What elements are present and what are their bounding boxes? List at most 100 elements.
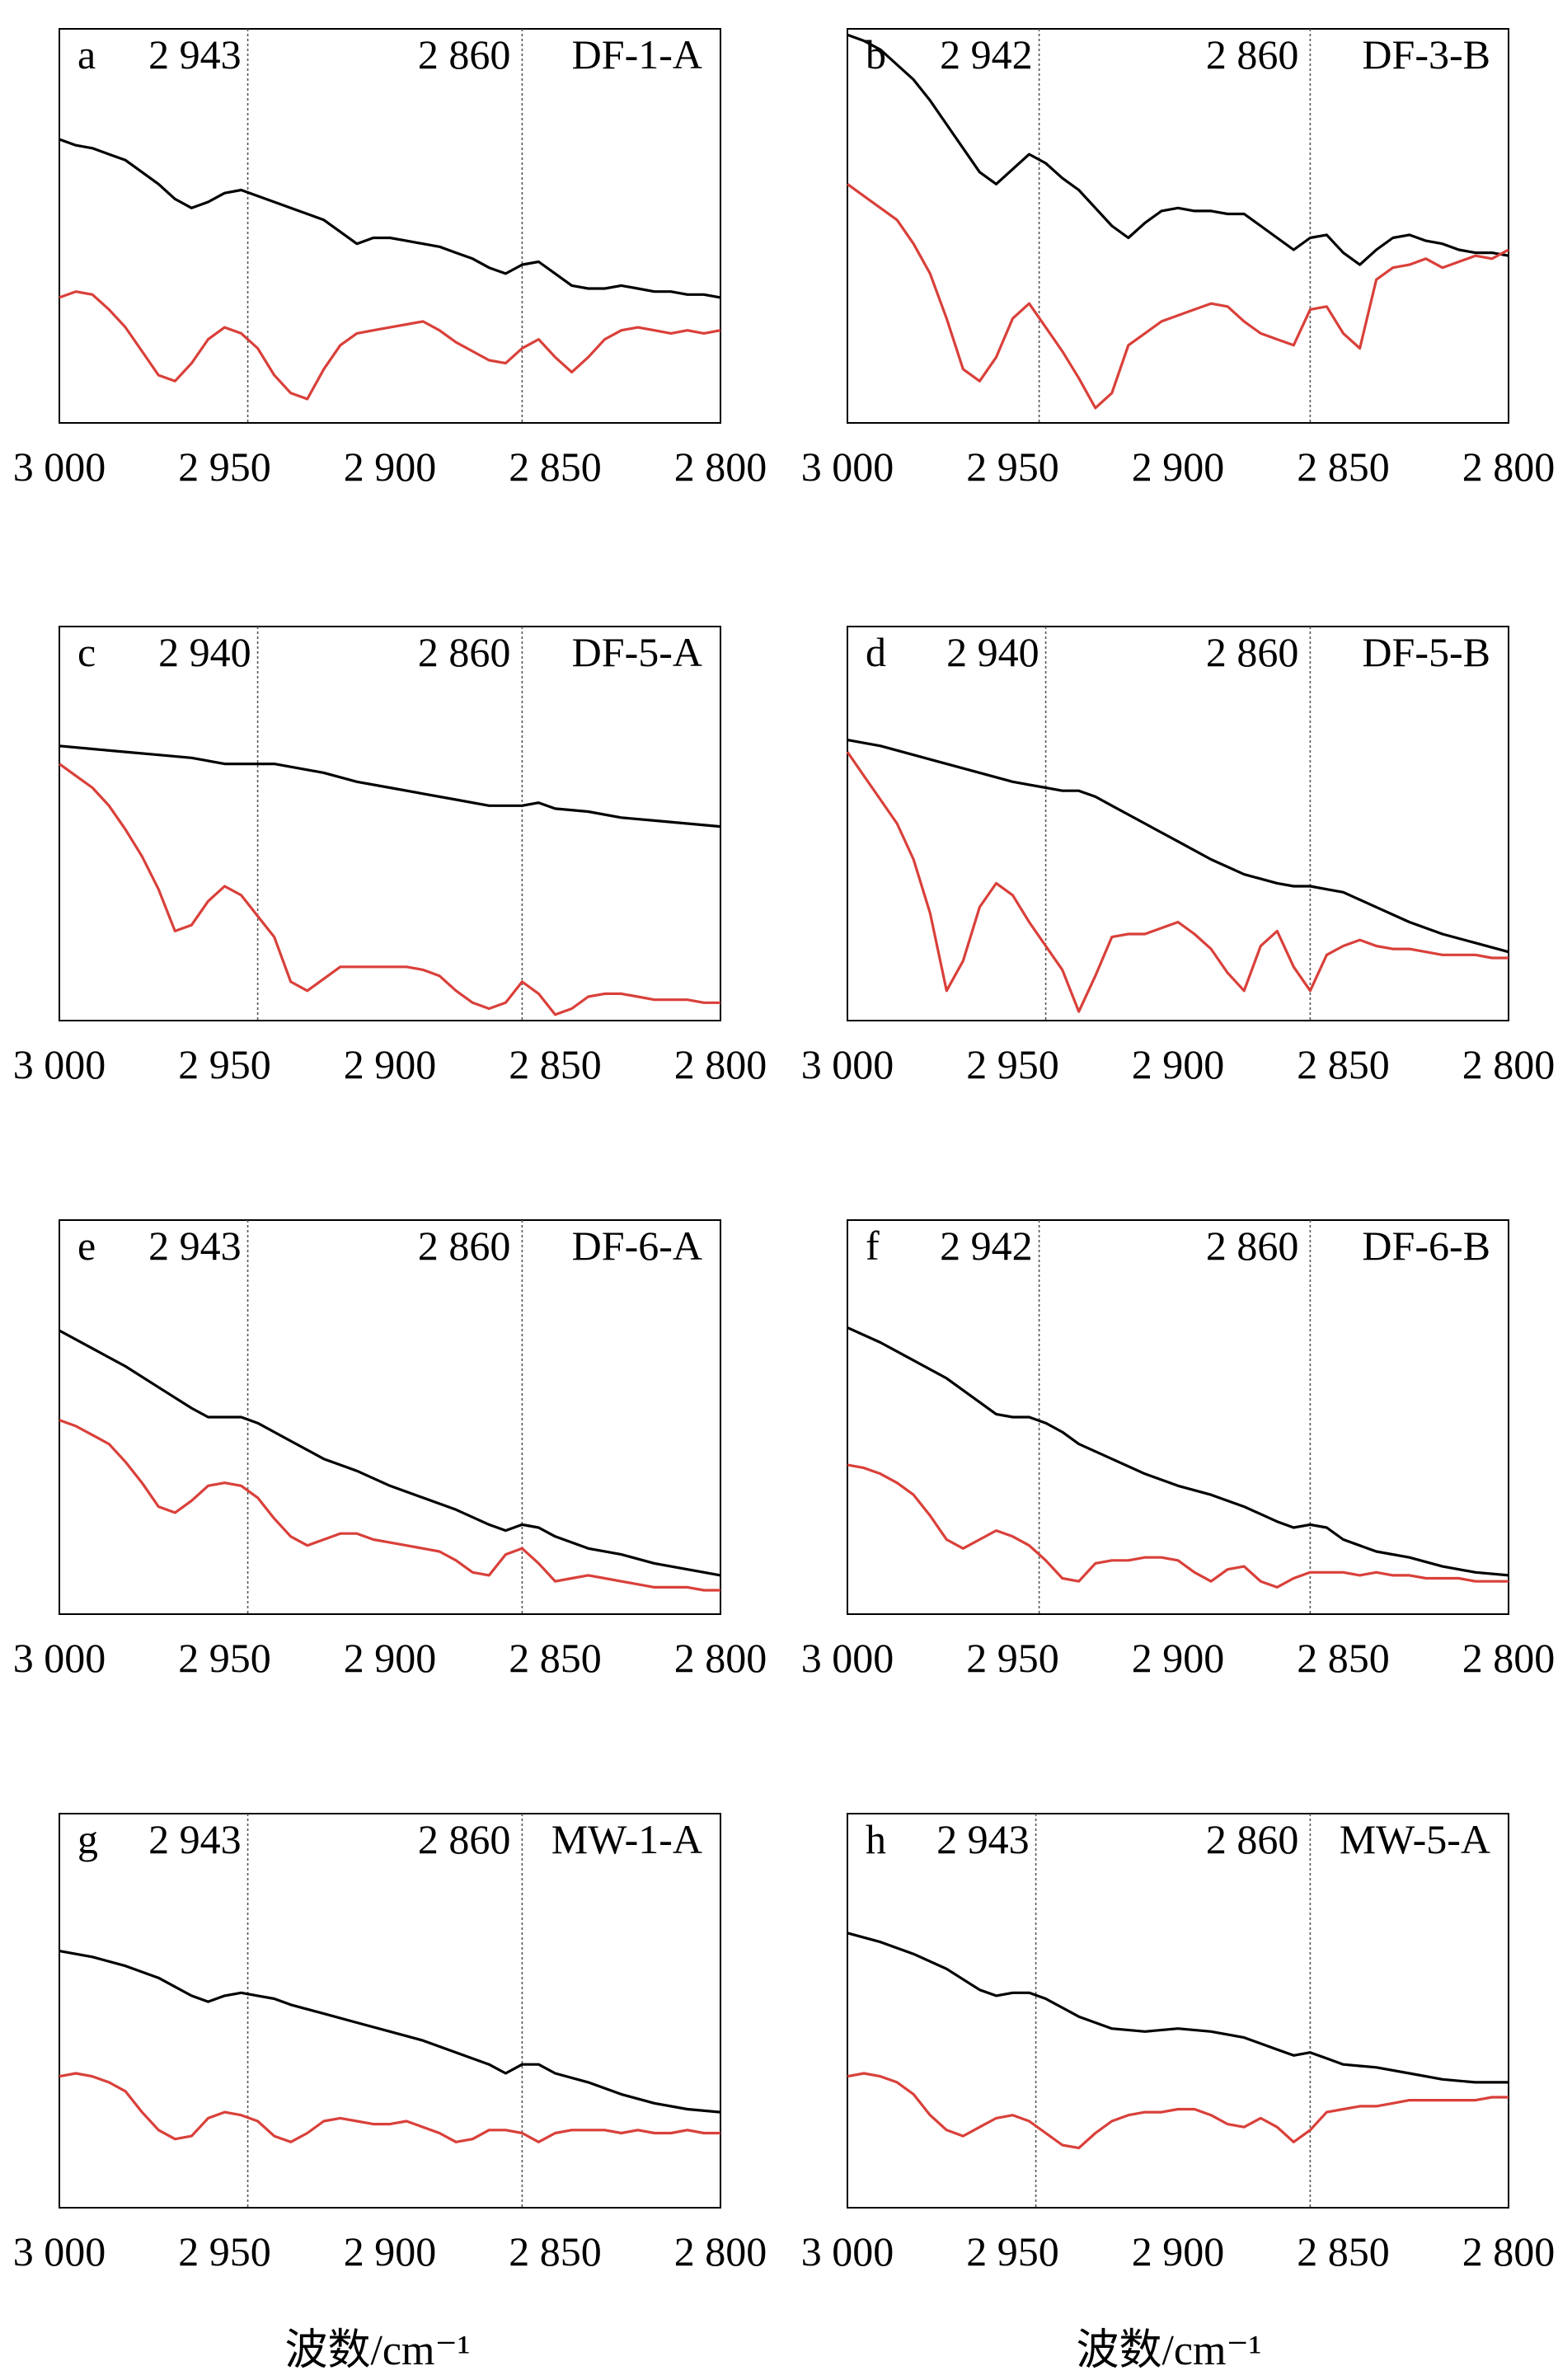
panel-letter: g [77, 1816, 98, 1862]
peak-label-1: 2 943 [936, 1816, 1030, 1862]
panel-b: b 2 942 2 860 DF-3-B 3 000 2 950 2 900 2 850 2 8… [801, 28, 1556, 490]
x-tick-label: 2 850 [509, 2228, 602, 2274]
peak-label-2: 2 860 [418, 31, 511, 77]
x-tick-label: 2 800 [1462, 444, 1556, 490]
x-tick-label: 3 000 [13, 1635, 106, 1681]
x-tick-label: 2 900 [344, 1635, 437, 1681]
panel-letter: e [77, 1223, 96, 1269]
x-tick-label: 2 900 [1132, 444, 1225, 490]
plot-frame [59, 1219, 721, 1615]
panel-e: e 2 943 2 860 DF-6-A 3 000 2 950 2 900 2 850 2 8… [13, 1219, 767, 1681]
x-tick-label: 2 850 [1297, 444, 1390, 490]
peak-label-1: 2 943 [148, 1816, 242, 1862]
peak-label-1: 2 940 [946, 629, 1039, 675]
red-spectrum-line [847, 1463, 1509, 1589]
x-tick-label: 3 000 [13, 2228, 106, 2274]
red-spectrum-line [847, 183, 1509, 410]
x-axis-label-left: 波数/cm⁻¹ [284, 2327, 470, 2374]
x-tick-label: 2 950 [178, 1635, 271, 1681]
red-spectrum-line [847, 2072, 1509, 2150]
panel-a: a 2 943 2 860 DF-1-A 3 000 2 950 2 900 2 850 2 8… [13, 28, 767, 490]
x-tick-label: 2 900 [1132, 1635, 1225, 1681]
x-tick-label: 2 950 [966, 1635, 1059, 1681]
x-tick-label: 2 900 [344, 1041, 437, 1087]
sample-label: DF-3-B [1362, 31, 1490, 77]
red-spectrum-line [59, 290, 721, 401]
sample-label: DF-6-A [572, 1223, 702, 1269]
x-tick-label: 2 800 [674, 444, 767, 490]
x-tick-label: 2 950 [178, 444, 271, 490]
panel-letter: h [866, 1816, 886, 1862]
sample-label: DF-5-B [1362, 629, 1490, 675]
panel-letter: a [77, 31, 96, 77]
black-spectrum-line [59, 1329, 721, 1577]
panel-letter: f [866, 1223, 880, 1269]
panel-d: d 2 940 2 860 DF-5-B 3 000 2 950 2 900 2 850 2 8… [801, 626, 1556, 1087]
plot-frame [847, 1219, 1509, 1615]
plot-frame [59, 1813, 721, 2209]
x-tick-label: 2 850 [509, 1041, 602, 1087]
black-spectrum-line [847, 33, 1509, 266]
red-spectrum-line [846, 751, 1509, 1013]
x-tick-label: 3 000 [801, 2228, 894, 2274]
plot-frame [847, 28, 1509, 424]
x-tick-label: 2 900 [1132, 1041, 1225, 1087]
peak-label-2: 2 860 [418, 1816, 511, 1862]
peak-label-2: 2 860 [1206, 1223, 1299, 1269]
x-tick-label: 2 850 [1297, 2228, 1390, 2274]
x-tick-label: 2 950 [966, 444, 1059, 490]
plot-frame [59, 626, 721, 1021]
x-tick-label: 3 000 [801, 1635, 894, 1681]
peak-label-1: 2 943 [148, 1223, 242, 1269]
peak-label-2: 2 860 [1206, 629, 1299, 675]
x-tick-label: 2 800 [674, 1635, 767, 1681]
panel-g: g 2 943 2 860 MW-1-A 3 000 2 950 2 900 2 850 2 8… [13, 1813, 767, 2274]
panel-c: c 2 940 2 860 DF-5-A 3 000 2 950 2 900 2 850 2 8… [13, 626, 767, 1087]
x-tick-label: 3 000 [13, 444, 106, 490]
sample-label: DF-5-A [572, 629, 702, 675]
plot-frame [847, 626, 1509, 1021]
peak-label-2: 2 860 [418, 629, 511, 675]
x-tick-label: 2 850 [1297, 1041, 1390, 1087]
black-spectrum-line [847, 1932, 1509, 2084]
panel-h: h 2 943 2 860 MW-5-A 3 000 2 950 2 900 2 850 2 8… [801, 1813, 1556, 2274]
peak-label-1: 2 940 [158, 629, 251, 675]
x-tick-label: 2 950 [966, 2228, 1059, 2274]
x-tick-label: 2 850 [509, 444, 602, 490]
x-tick-label: 2 800 [674, 1041, 767, 1087]
x-tick-label: 2 800 [1462, 2228, 1556, 2274]
x-tick-label: 2 850 [1297, 1635, 1390, 1681]
sample-label: MW-1-A [551, 1816, 702, 1862]
x-tick-label: 3 000 [801, 444, 894, 490]
x-tick-label: 2 950 [178, 1041, 271, 1087]
x-tick-label: 2 800 [1462, 1635, 1556, 1681]
sample-label: DF-1-A [572, 31, 702, 77]
plot-frame [59, 28, 721, 424]
sample-label: MW-5-A [1340, 1816, 1490, 1862]
red-spectrum-line [59, 763, 720, 1016]
x-tick-label: 3 000 [13, 1041, 106, 1087]
peak-label-2: 2 860 [1206, 31, 1299, 77]
x-tick-label: 2 800 [1462, 1041, 1556, 1087]
x-tick-label: 2 850 [509, 1635, 602, 1681]
peak-label-1: 2 943 [148, 31, 242, 77]
peak-label-2: 2 860 [1206, 1816, 1299, 1862]
panel-f: f 2 942 2 860 DF-6-B 3 000 2 950 2 900 2 850 2 8… [801, 1219, 1556, 1681]
x-tick-label: 2 900 [344, 2228, 437, 2274]
black-spectrum-line [847, 739, 1509, 954]
black-spectrum-line [59, 744, 721, 829]
panel-letter: d [866, 629, 886, 675]
plot-frame [847, 1813, 1509, 2209]
red-spectrum-line [59, 1419, 720, 1592]
peak-label-1: 2 942 [940, 31, 1033, 77]
sample-label: DF-6-B [1362, 1223, 1490, 1269]
x-tick-label: 2 950 [178, 2228, 271, 2274]
x-axis-label-right: 波数/cm⁻¹ [1076, 2327, 1261, 2374]
peak-label-1: 2 942 [940, 1223, 1033, 1269]
x-tick-label: 2 900 [1132, 2228, 1225, 2274]
x-tick-label: 3 000 [801, 1041, 894, 1087]
x-tick-label: 2 900 [344, 444, 437, 490]
x-tick-label: 2 800 [674, 2228, 767, 2274]
peak-label-2: 2 860 [418, 1223, 511, 1269]
